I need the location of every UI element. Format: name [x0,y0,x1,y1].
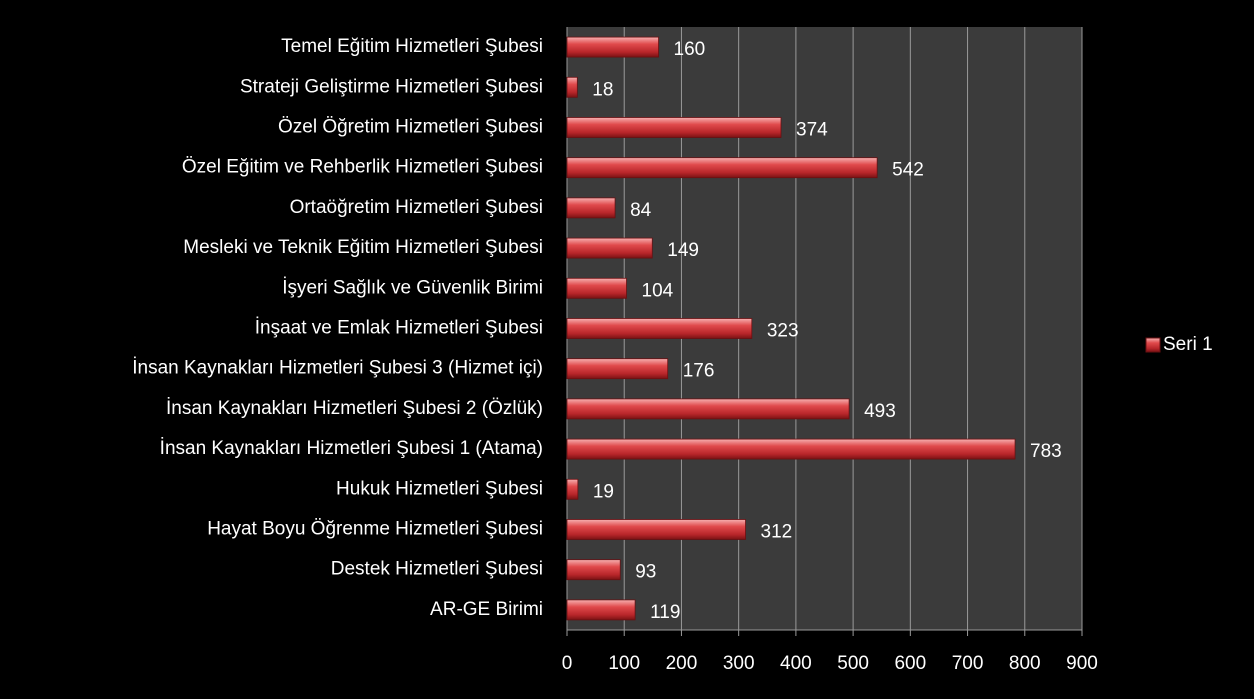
bar [566,197,616,219]
value-label: 312 [761,522,793,543]
bar [566,519,746,540]
y-tick-label: Özel Öğretim Hizmetleri Şubesi [278,117,543,138]
y-tick-label: İşyeri Sağlık ve Güvenlik Birimi [282,277,543,298]
y-tick-label: İnsan Kaynakları Hizmetleri Şubesi 3 (Hi… [132,358,543,379]
bar [566,277,627,299]
bar [566,438,1016,460]
x-tick-label: 0 [562,653,573,674]
y-tick-label: Özel Eğitim ve Rehberlik Hizmetleri Şube… [182,157,543,178]
x-tick-label: 500 [837,653,869,674]
value-label: 19 [593,481,614,502]
value-label: 18 [592,79,613,100]
value-label: 176 [683,361,715,382]
bar [566,157,878,179]
bar [566,237,653,259]
x-tick-label: 600 [894,653,926,674]
value-label: 119 [650,602,680,623]
value-label: 93 [635,562,656,583]
x-tick-label: 100 [608,653,640,674]
y-tick-label: Mesleki ve Teknik Eğitim Hizmetleri Şube… [183,237,543,258]
value-label: 783 [1030,441,1062,462]
y-tick-label: Strateji Geliştirme Hizmetleri Şubesi [240,76,543,97]
bar [566,599,636,621]
bar [566,117,782,138]
legend-label: Seri 1 [1163,334,1213,355]
x-tick-label: 300 [723,653,755,674]
y-tick-label: İnsan Kaynakları Hizmetleri Şubesi 2 (Öz… [166,398,543,419]
value-label: 149 [667,240,699,261]
y-tick-label: AR-GE Birimi [430,599,543,620]
y-tick-label: Temel Eğitim Hizmetleri Şubesi [281,36,543,57]
x-tick-label: 900 [1066,653,1098,674]
bar [566,76,578,98]
bar [566,478,579,500]
value-label: 542 [892,160,924,181]
value-label: 323 [767,321,799,342]
x-tick-label: 700 [952,653,984,674]
legend-swatch [1145,337,1161,353]
y-tick-label: Destek Hizmetleri Şubesi [331,559,543,580]
y-tick-label: İnsan Kaynakları Hizmetleri Şubesi 1 (At… [160,438,543,459]
value-label: 374 [796,120,828,141]
x-tick-label: 200 [666,653,698,674]
y-tick-label: Hayat Boyu Öğrenme Hizmetleri Şubesi [207,519,543,540]
value-label: 84 [630,200,652,221]
y-tick-label: Hukuk Hizmetleri Şubesi [336,478,543,499]
value-label: 160 [674,39,706,60]
x-tick-label: 400 [780,653,812,674]
bar [566,358,669,380]
x-tick-label: 800 [1009,653,1041,674]
bar [566,559,621,581]
y-tick-label: İnşaat ve Emlak Hizmetleri Şubesi [255,318,543,339]
y-tick-label: Ortaöğretim Hizmetleri Şubesi [290,197,543,218]
value-label: 104 [642,280,674,301]
bar [566,36,659,58]
value-label: 493 [864,401,896,422]
bar [566,398,850,420]
bar [566,318,753,339]
